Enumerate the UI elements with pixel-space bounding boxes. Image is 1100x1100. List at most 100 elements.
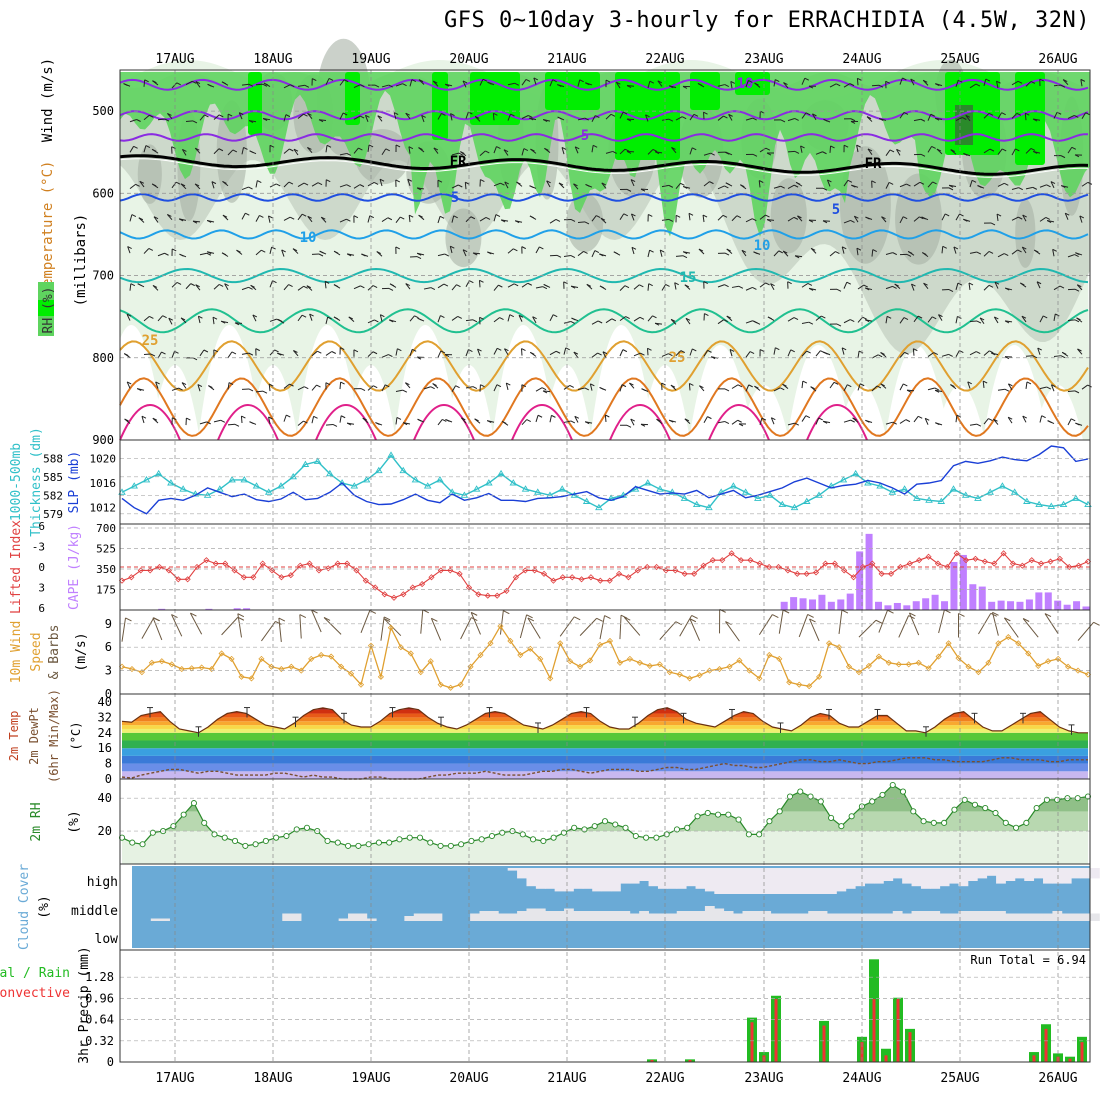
wind-barb (549, 219, 557, 224)
wind-barb (283, 148, 290, 154)
wind-speed-marker (1045, 658, 1052, 665)
wind-barb (405, 112, 411, 119)
wind-barb (911, 283, 915, 291)
wind-barb-flag (793, 216, 799, 220)
wind-barb (563, 420, 571, 423)
wind-barb-flag (629, 382, 634, 386)
wind-barb-flag (286, 414, 291, 418)
date-label-top: 19AUG (351, 52, 390, 67)
precip-conv-bar (896, 999, 900, 1062)
wind-barb (283, 216, 291, 221)
wind-barb (924, 418, 929, 425)
temp-band (122, 707, 1088, 710)
cloud-high-clear (1033, 868, 1044, 879)
wind-barb-flag (1001, 112, 1006, 116)
wind-barb-flag (405, 382, 410, 386)
wind-barb-flag (626, 118, 632, 122)
wind-barb (605, 113, 612, 120)
wind-barb (1053, 355, 1062, 357)
wind-barb (1067, 319, 1076, 321)
wind-tick: 0 (105, 687, 112, 701)
wind-barb (661, 184, 669, 188)
wind-barb-flag (252, 314, 258, 318)
wind-barb (1036, 281, 1041, 289)
rh-marker (468, 837, 475, 845)
rh-marker (704, 809, 711, 817)
wind-barb (478, 280, 481, 288)
wind-barb-flag (232, 149, 238, 153)
wind-barb-flag (913, 348, 918, 352)
thickness-marker (533, 488, 542, 495)
wind-barb-flag (504, 181, 509, 185)
wind-barb-10m-flag (675, 621, 682, 626)
wind-barb-flag (414, 315, 419, 319)
wind-barb-10m-flag (152, 617, 160, 622)
rh-marker (951, 806, 958, 813)
wind-barb (465, 349, 469, 357)
contour-35c (708, 404, 770, 441)
li-marker (456, 570, 463, 577)
wind-barb-flag (654, 151, 660, 155)
thickness-marker (142, 476, 151, 483)
wind-barb-flag (765, 282, 770, 286)
wind-barb-flag (808, 219, 814, 223)
wind-barb-flag (631, 213, 636, 217)
wind-barb-flag (1004, 356, 1010, 360)
wind-barb-flag (303, 285, 308, 289)
wind-barb (293, 148, 299, 156)
date-label-bottom: 17AUG (155, 1071, 194, 1086)
wind-barb-flag (325, 382, 331, 386)
contour-25c (119, 340, 1089, 392)
wind-barb-flag (191, 80, 197, 84)
wind-barb (129, 119, 137, 123)
wind-speed-marker (338, 663, 345, 670)
wind-barb-flag (389, 319, 394, 323)
wind-speed-marker (766, 651, 773, 659)
wind-barb (619, 285, 626, 291)
thickness-tick: 588 (43, 452, 63, 465)
wind-barb-flag (622, 349, 628, 353)
wind-barb-flag (359, 115, 365, 119)
li-marker (756, 560, 763, 567)
wind-barb (685, 318, 691, 325)
wind-barb (325, 351, 333, 356)
cloud-middle-clear (977, 911, 988, 921)
wind-barb-flag (795, 181, 801, 185)
cape-bar (846, 593, 854, 610)
wind-barb-10m-flag (596, 617, 603, 622)
wind-barb (339, 79, 345, 86)
wind-barb-flag (521, 348, 526, 352)
wind-barb-flag (1070, 418, 1076, 422)
wind-barb (745, 287, 753, 291)
cloud-high-clear (657, 868, 668, 889)
cloud-middle-clear (958, 911, 969, 921)
wind-barb-flag (722, 214, 728, 218)
wind-barb (856, 248, 859, 256)
wind-barb (871, 354, 879, 359)
contour-label: 10 (300, 230, 317, 246)
wind-barb-flag (248, 83, 254, 87)
wind-barb (731, 215, 738, 222)
wind-barb-10m-flag (527, 617, 535, 622)
wind-barb (451, 184, 459, 189)
wind-barb (773, 185, 781, 189)
wind-barb-10m (778, 609, 784, 634)
wind-barb (195, 81, 201, 88)
wind-barb (157, 351, 162, 359)
wind-speed-marker (168, 661, 175, 668)
wind-barb-flag (155, 381, 160, 385)
wind-barb-10m-flag (1004, 617, 1011, 622)
li-marker (1047, 558, 1054, 565)
contour-label: 5 (832, 202, 840, 218)
wind-barb-flag (723, 319, 728, 323)
wind-speed-marker (875, 653, 882, 660)
wind-barb-flag (167, 112, 172, 116)
wind-barb-10m (599, 615, 606, 640)
cloud-middle-clear (592, 911, 603, 921)
date-label-top: 24AUG (842, 52, 881, 67)
contour-label: 15 (680, 270, 697, 286)
contour-15c (119, 267, 1089, 284)
wind-barb-flag (190, 283, 195, 287)
wind-barb (843, 419, 851, 423)
wind-barb-flag (1022, 246, 1027, 250)
